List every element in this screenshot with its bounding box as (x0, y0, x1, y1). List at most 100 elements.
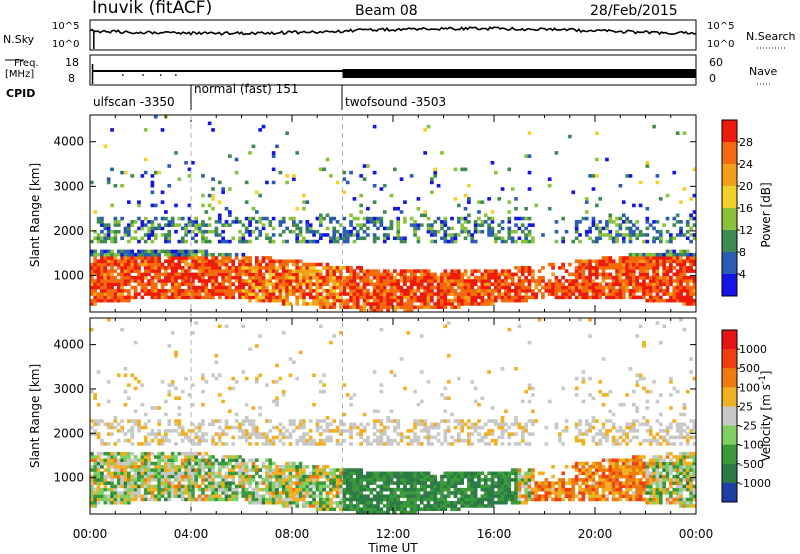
range-time-cell (127, 298, 131, 303)
range-time-cell (426, 442, 431, 446)
range-time-cell (450, 292, 454, 296)
range-time-cell (150, 289, 155, 293)
range-time-cell (285, 239, 289, 244)
range-time-cell (204, 289, 209, 293)
range-time-cell (453, 507, 458, 512)
range-time-cell (453, 239, 458, 244)
range-time-cell (90, 455, 94, 459)
range-time-cell (362, 507, 367, 512)
range-time-cell (406, 442, 411, 446)
range-time-cell (608, 289, 613, 293)
range-time-cell (524, 285, 528, 290)
range-time-cell (433, 497, 438, 502)
range-time-cell (329, 438, 333, 443)
range-time-cell (147, 269, 151, 273)
range-time-cell (295, 223, 300, 227)
range-time-cell (116, 373, 121, 378)
range-time-cell (436, 305, 441, 310)
range-time-cell (517, 236, 522, 241)
range-time-cell (201, 422, 205, 427)
range-time-cell (632, 233, 636, 237)
range-time-cell (302, 236, 306, 241)
range-time-cell (537, 289, 542, 293)
range-time-cell (349, 292, 353, 296)
range-time-cell (238, 236, 242, 241)
range-time-cell (446, 487, 451, 492)
range-time-cell (504, 272, 508, 277)
range-time-cell (130, 256, 135, 260)
range-time-cell (254, 259, 259, 264)
range-time-cell (278, 465, 283, 469)
range-time-cell (615, 289, 619, 293)
range-time-cell (470, 481, 475, 485)
range-time-cell (130, 249, 135, 254)
range-time-cell (628, 252, 633, 257)
range-time-cell (238, 468, 242, 472)
range-time-cell (96, 461, 101, 466)
range-time-cell (224, 471, 229, 476)
range-time-cell (608, 295, 613, 300)
range-time-cell (281, 474, 286, 479)
range-time-cell (433, 272, 438, 277)
range-time-cell (372, 438, 377, 443)
range-time-cell (416, 435, 421, 440)
range-time-cell (143, 223, 148, 227)
range-time-cell (551, 282, 555, 287)
range-time-cell (403, 275, 407, 280)
range-time-cell (302, 478, 306, 482)
range-time-cell (93, 481, 98, 485)
range-time-cell (531, 239, 535, 244)
range-time-cell (379, 282, 384, 287)
range-time-cell (648, 275, 653, 280)
range-time-cell (238, 262, 242, 267)
range-time-cell (692, 282, 697, 287)
range-time-cell (120, 285, 124, 290)
range-time-cell (595, 269, 599, 273)
range-time-cell (372, 216, 377, 221)
range-time-cell (436, 500, 441, 505)
range-time-cell (305, 272, 310, 277)
range-time-cell (359, 226, 363, 231)
range-time-cell (409, 269, 414, 273)
range-time-cell (288, 468, 293, 472)
range-time-cell (160, 285, 165, 290)
range-time-cell (399, 491, 404, 495)
range-time-cell (389, 419, 394, 423)
range-time-cell (473, 481, 478, 485)
range-time-cell (359, 507, 363, 512)
range-time-cell (605, 223, 609, 227)
range-time-cell (366, 233, 370, 237)
range-time-cell (110, 252, 114, 257)
range-time-cell (167, 233, 172, 237)
range-time-cell (174, 249, 178, 254)
range-time-cell (160, 468, 165, 472)
range-time-cell (96, 236, 101, 241)
range-time-cell (231, 478, 236, 482)
range-time-cell (308, 435, 313, 440)
range-time-cell (140, 451, 145, 456)
range-time-cell (302, 272, 306, 277)
range-time-cell (645, 266, 650, 270)
range-time-cell (611, 289, 616, 293)
range-time-cell (554, 282, 559, 287)
range-time-cell (433, 474, 438, 479)
range-time-cell (527, 154, 532, 158)
range-time-cell (143, 275, 148, 280)
range-time-cell (463, 193, 468, 198)
range-time-cell (487, 298, 491, 303)
range-time-cell (453, 419, 458, 423)
range-time-cell (554, 275, 559, 280)
range-time-cell (369, 292, 374, 296)
range-time-cell (164, 233, 168, 237)
range-time-cell (241, 256, 246, 260)
range-time-cell (574, 275, 579, 280)
range-time-cell (318, 213, 323, 218)
range-time-cell (265, 491, 269, 495)
range-time-cell (113, 416, 118, 420)
range-time-cell (201, 455, 205, 459)
range-time-cell (601, 233, 606, 237)
range-time-cell (214, 282, 219, 287)
range-time-cell (211, 197, 215, 201)
range-time-cell (241, 487, 246, 492)
range-time-cell (204, 474, 209, 479)
